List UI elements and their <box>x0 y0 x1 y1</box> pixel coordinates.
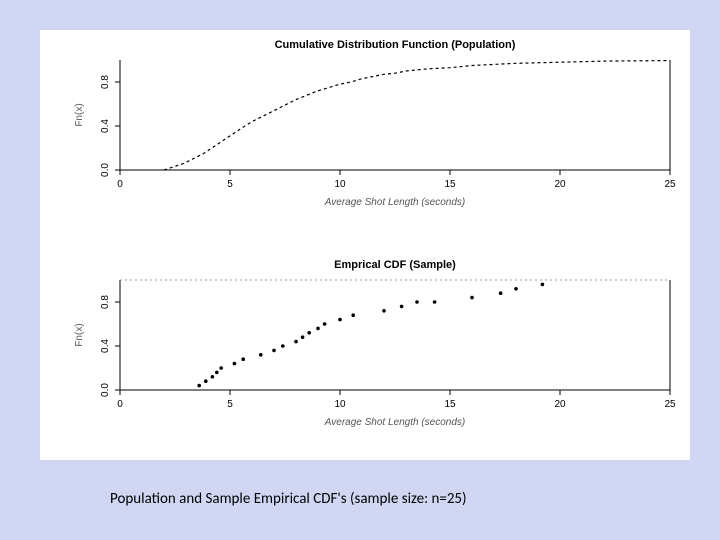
chart-panel: 0 5 10 15 20 25 0.0 0.4 0.8 Cumulative Distributi… <box>40 30 690 460</box>
svg-text:Average Shot Length (seconds): Average Shot Length (seconds) <box>324 417 465 428</box>
slide-page: 0 5 10 15 20 25 0.0 0.4 0.8 Cumulative Distributi… <box>0 0 720 540</box>
svg-text:20: 20 <box>554 179 566 190</box>
svg-text:0: 0 <box>117 399 123 410</box>
slide-caption: Population and Sample Empirical CDF's (s… <box>110 490 467 508</box>
svg-text:0.4: 0.4 <box>100 119 111 133</box>
svg-text:0.0: 0.0 <box>100 383 111 397</box>
svg-text:Emprical CDF (Sample): Emprical CDF (Sample) <box>334 259 456 271</box>
svg-text:25: 25 <box>664 399 676 410</box>
svg-text:Average Shot Length (seconds): Average Shot Length (seconds) <box>324 197 465 208</box>
svg-text:0.0: 0.0 <box>100 163 111 177</box>
svg-text:5: 5 <box>227 179 233 190</box>
svg-text:0: 0 <box>117 179 123 190</box>
svg-text:0.8: 0.8 <box>100 295 111 309</box>
svg-text:25: 25 <box>664 179 676 190</box>
svg-text:Fn(x): Fn(x) <box>74 323 85 346</box>
svg-text:15: 15 <box>444 399 456 410</box>
svg-text:15: 15 <box>444 179 456 190</box>
svg-text:Cumulative Distribution Functi: Cumulative Distribution Function (Popula… <box>275 39 516 51</box>
svg-text:Fn(x): Fn(x) <box>74 103 85 126</box>
svg-text:0.4: 0.4 <box>100 339 111 353</box>
svg-text:20: 20 <box>554 399 566 410</box>
cdf-charts-svg: 0 5 10 15 20 25 0.0 0.4 0.8 Cumulative Distributi… <box>40 30 690 460</box>
svg-text:10: 10 <box>334 399 346 410</box>
svg-text:5: 5 <box>227 399 233 410</box>
svg-text:0.8: 0.8 <box>100 75 111 89</box>
svg-text:10: 10 <box>334 179 346 190</box>
